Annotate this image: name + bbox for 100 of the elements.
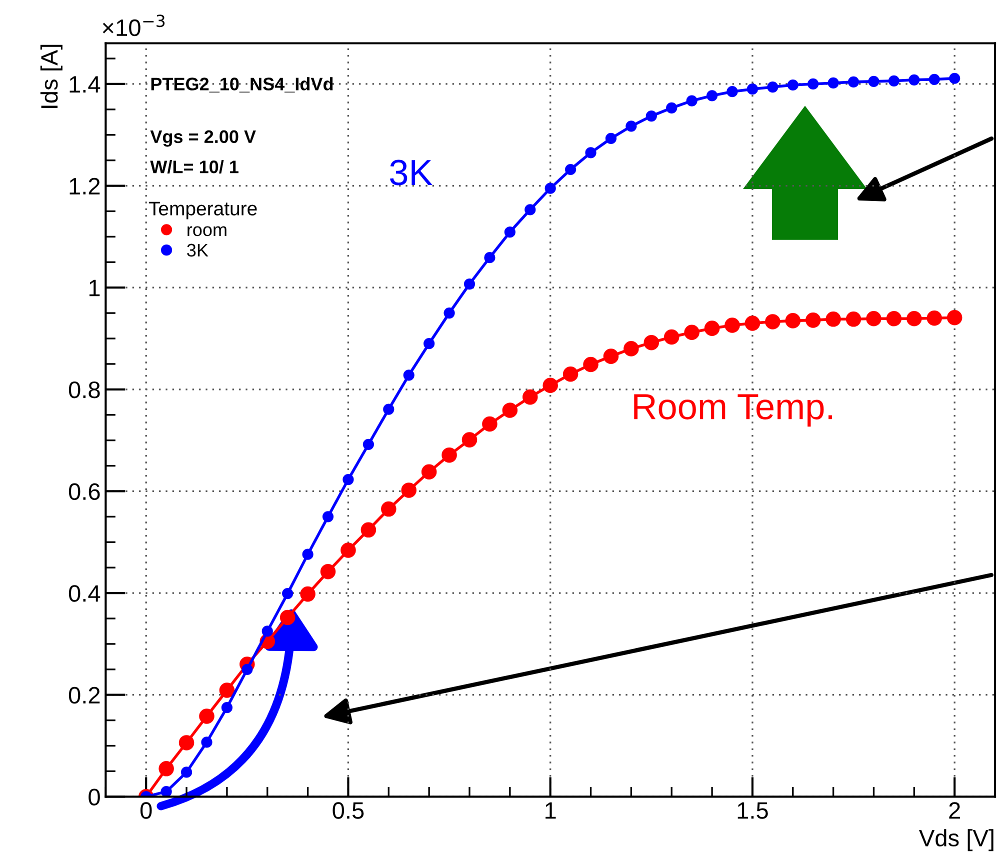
point bbox=[605, 132, 617, 144]
y-tick-label: 0.2 bbox=[68, 686, 100, 704]
point bbox=[280, 610, 296, 626]
point bbox=[401, 482, 416, 498]
x-axis-title: Vds [V] bbox=[918, 829, 994, 852]
point bbox=[744, 316, 760, 331]
point bbox=[360, 522, 376, 538]
point bbox=[242, 664, 253, 675]
annotation: 3K bbox=[390, 160, 432, 186]
point bbox=[846, 312, 862, 327]
point bbox=[504, 226, 516, 238]
point bbox=[178, 735, 194, 750]
point bbox=[724, 318, 740, 333]
point bbox=[362, 438, 374, 450]
point bbox=[603, 348, 619, 364]
point bbox=[544, 182, 556, 194]
point bbox=[826, 312, 841, 327]
point bbox=[464, 278, 476, 290]
annotation: W/L= 10/ 1 bbox=[150, 160, 238, 174]
point bbox=[787, 79, 798, 91]
x-tick-label: 1.5 bbox=[738, 802, 768, 819]
y-tick-label: 0.8 bbox=[68, 381, 100, 398]
point bbox=[300, 586, 316, 602]
point bbox=[219, 682, 235, 698]
y-tick-label: 1 bbox=[89, 280, 100, 296]
point bbox=[765, 314, 780, 330]
point bbox=[562, 366, 578, 382]
point bbox=[704, 320, 720, 336]
point bbox=[180, 766, 192, 778]
point bbox=[522, 389, 538, 405]
point bbox=[322, 511, 334, 522]
point bbox=[908, 74, 920, 86]
point bbox=[484, 252, 496, 264]
y-tick-label: 1.4 bbox=[70, 76, 100, 93]
point bbox=[848, 76, 860, 88]
point bbox=[624, 341, 639, 356]
point bbox=[320, 564, 336, 580]
annotation: Vgs = 2.00 V bbox=[150, 130, 256, 147]
x-tick-label: 0 bbox=[140, 802, 152, 819]
point bbox=[906, 311, 922, 326]
point bbox=[524, 204, 536, 216]
annotation: PTEG2_10_NS4_IdVd bbox=[151, 77, 333, 92]
point bbox=[805, 312, 821, 328]
point bbox=[626, 120, 637, 132]
y-tick-label: 0.4 bbox=[68, 585, 100, 602]
point bbox=[868, 76, 880, 87]
point bbox=[302, 548, 314, 560]
point bbox=[565, 164, 576, 176]
point bbox=[886, 311, 902, 326]
point bbox=[502, 402, 518, 418]
x-tick-label: 2 bbox=[949, 802, 960, 819]
point bbox=[282, 588, 294, 600]
point bbox=[585, 147, 596, 158]
y-axis-title: Ids [A] bbox=[40, 44, 62, 108]
y-tick-label: 0 bbox=[88, 788, 100, 806]
point bbox=[221, 702, 233, 714]
legend-label: room bbox=[188, 226, 226, 236]
point bbox=[888, 75, 900, 86]
point bbox=[442, 447, 457, 463]
point bbox=[926, 310, 942, 326]
point bbox=[421, 464, 437, 480]
point bbox=[583, 356, 598, 372]
point bbox=[158, 761, 174, 776]
point bbox=[706, 90, 718, 102]
y-tick-label: 1.2 bbox=[70, 178, 100, 194]
point bbox=[866, 311, 882, 326]
point bbox=[262, 626, 273, 637]
point bbox=[808, 78, 819, 90]
x-tick-label: 0.5 bbox=[332, 802, 364, 819]
point bbox=[340, 542, 356, 558]
point bbox=[160, 786, 172, 797]
point bbox=[444, 308, 455, 319]
text: ×10$^{−3}$ bbox=[102, 14, 165, 36]
point bbox=[946, 310, 962, 326]
x-tick-label: 1 bbox=[546, 802, 556, 819]
point bbox=[342, 474, 354, 486]
point bbox=[726, 86, 738, 98]
point bbox=[928, 74, 940, 85]
point bbox=[542, 378, 558, 393]
point bbox=[686, 95, 698, 106]
point bbox=[424, 338, 435, 350]
point bbox=[828, 77, 839, 89]
legend-label: 3K bbox=[187, 244, 208, 257]
point bbox=[403, 370, 414, 381]
legend-title: Temperature bbox=[148, 202, 257, 220]
point bbox=[201, 736, 212, 748]
point bbox=[666, 102, 678, 114]
point bbox=[646, 110, 657, 122]
point bbox=[383, 404, 394, 415]
point bbox=[482, 416, 498, 432]
point bbox=[199, 708, 214, 724]
point bbox=[746, 84, 758, 95]
point bbox=[644, 334, 660, 350]
point bbox=[462, 432, 478, 448]
annotation: Room Temp. bbox=[634, 394, 832, 427]
point bbox=[785, 313, 801, 328]
point bbox=[381, 501, 396, 517]
y-tick-label: 0.6 bbox=[68, 483, 100, 500]
point bbox=[684, 324, 700, 340]
point bbox=[664, 329, 680, 345]
